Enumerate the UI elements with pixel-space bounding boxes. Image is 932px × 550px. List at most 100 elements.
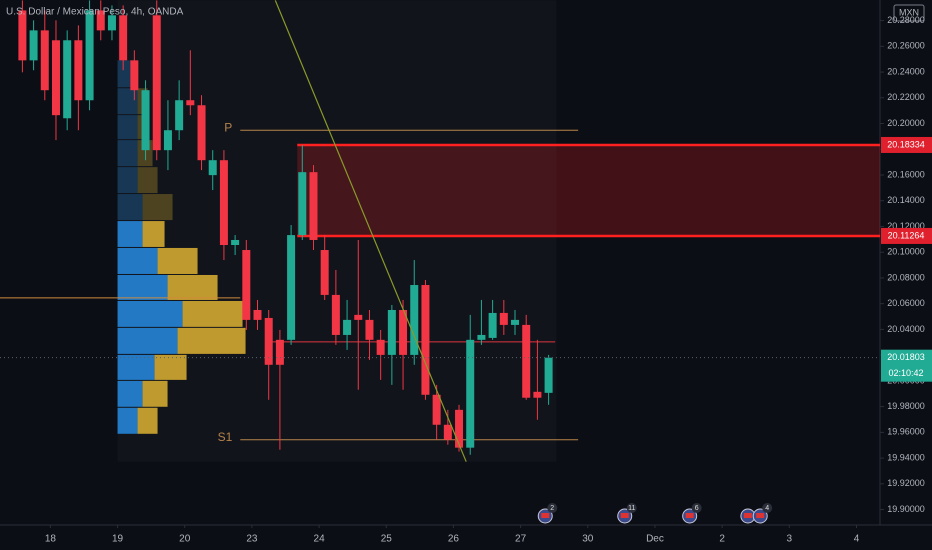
profile-up: [117, 247, 158, 274]
zone-label: 20.18334: [887, 139, 925, 149]
candle-body: [163, 130, 172, 151]
event-badge: [626, 503, 637, 513]
candle-body: [432, 394, 441, 425]
profile-up: [117, 88, 138, 115]
countdown-label: 02:10:42: [888, 368, 923, 378]
candle-body: [331, 294, 340, 335]
y-tick-label: 20.14000: [887, 195, 925, 205]
profile-down: [142, 221, 165, 247]
candle-body: [264, 317, 273, 365]
profile-up: [117, 115, 138, 140]
x-tick-label: 23: [246, 534, 258, 545]
event-count: 4: [765, 505, 769, 512]
candle-body: [186, 100, 195, 106]
zone-label-box: [881, 227, 932, 244]
candle-body: [466, 339, 475, 448]
profile-up: [117, 140, 138, 167]
event-badge: [762, 503, 773, 513]
candle-body: [208, 160, 217, 176]
x-tick-label: 25: [381, 534, 393, 545]
candle-body: [40, 30, 49, 91]
profile-up: [117, 407, 138, 434]
pivot-label: S1: [218, 430, 233, 444]
profile-down: [137, 407, 158, 434]
profile-down: [177, 327, 246, 354]
profile-down: [182, 300, 243, 327]
y-tick-label: 20.08000: [887, 272, 925, 282]
event-flag: [685, 513, 694, 518]
candle-body: [231, 239, 240, 245]
event-badge: [691, 503, 702, 513]
candle-body: [421, 285, 430, 395]
x-tick-label: Dec: [646, 534, 664, 545]
currency-label: MXN: [899, 7, 919, 17]
event-count: 11: [628, 505, 635, 512]
candle-body: [74, 40, 83, 101]
event-flag: [743, 513, 752, 518]
y-tick-label: 20.24000: [887, 66, 925, 76]
profile-up: [117, 274, 168, 300]
plot-area: P S1: [0, 0, 880, 462]
candle-body: [488, 312, 497, 338]
profile-down: [167, 274, 218, 300]
y-tick-label: 19.94000: [887, 452, 925, 462]
profile-down: [142, 194, 173, 221]
x-tick-label: 18: [45, 534, 57, 545]
zone-label-box: [881, 136, 932, 153]
x-tick-label: 26: [448, 534, 460, 545]
candle-body: [410, 285, 419, 355]
candle-body: [18, 10, 27, 61]
y-tick-label: 19.96000: [887, 427, 925, 437]
y-tick-label: 20.06000: [887, 298, 925, 308]
y-tick-label: 19.92000: [887, 478, 925, 488]
last-price-box: [881, 349, 932, 382]
chart-title: U.S. Dollar / Mexican Peso, 4h, OANDA: [6, 7, 184, 18]
candle-body: [96, 10, 105, 31]
candle-body: [287, 235, 296, 340]
candle-body: [399, 309, 408, 355]
y-tick-label: 20.22000: [887, 92, 925, 102]
candle-body: [51, 40, 60, 116]
y-tick-label: 20.10000: [887, 247, 925, 257]
x-tick-label: 24: [314, 534, 326, 545]
candle-body: [499, 312, 508, 325]
x-tick-label: 2: [719, 534, 725, 545]
currency-box: [893, 4, 925, 22]
profile-down: [142, 380, 168, 407]
x-tick-label: 27: [515, 534, 527, 545]
candle-body: [544, 357, 553, 393]
y-tick-label: 20.26000: [887, 41, 925, 51]
candle-body: [119, 15, 128, 61]
candle-body: [253, 309, 262, 320]
profile-up: [117, 167, 138, 194]
y-tick-label: 19.98000: [887, 401, 925, 411]
pivot-label: P: [224, 120, 232, 134]
candle-body: [320, 250, 329, 295]
x-tick-label: 19: [112, 534, 124, 545]
profile-down: [154, 354, 187, 380]
candle-body: [130, 60, 139, 91]
zone: [297, 144, 880, 236]
profile-up: [117, 221, 143, 247]
x-tick-label: 3: [787, 534, 793, 545]
x-tick-label: 4: [854, 534, 860, 545]
candle-body: [511, 319, 520, 325]
event-flag: [620, 513, 629, 518]
candle-body: [29, 30, 38, 61]
candle-body: [354, 314, 363, 320]
candle-body: [275, 339, 284, 365]
candle-body: [242, 250, 251, 320]
profile-up: [117, 354, 155, 380]
candle-body: [477, 334, 486, 340]
y-tick-label: 20.20000: [887, 118, 925, 128]
zone-label: 20.11264: [888, 230, 925, 240]
candle-body: [141, 90, 150, 151]
candle-body: [376, 339, 385, 355]
y-tick-label: 20.16000: [887, 169, 925, 179]
y-tick-label: 20.12000: [887, 221, 925, 231]
event-count: 6: [695, 505, 699, 512]
x-tick-label: 30: [582, 534, 594, 545]
profile-up: [117, 327, 178, 354]
profile-down: [157, 247, 198, 274]
